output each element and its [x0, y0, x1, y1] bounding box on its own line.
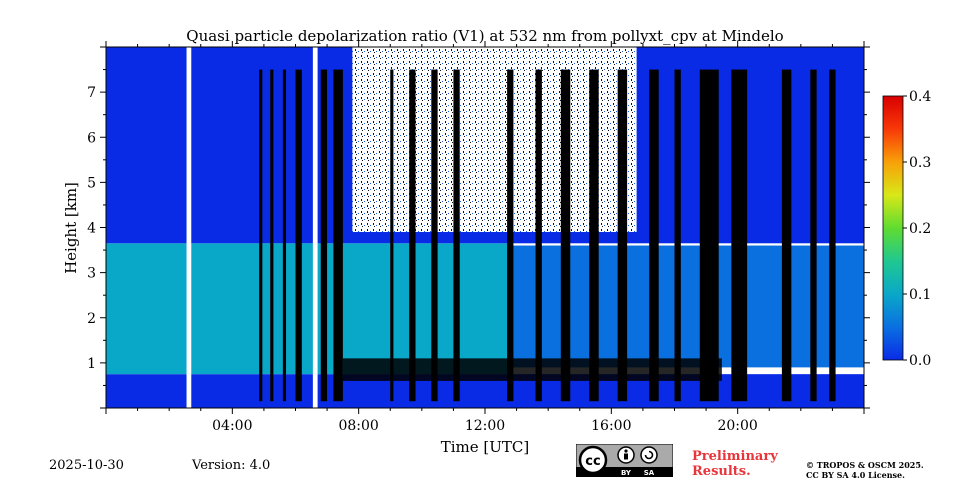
- date-label: 2025-10-30: [49, 458, 124, 473]
- preliminary-line-1: Preliminary: [692, 449, 778, 464]
- cloud-column: [589, 69, 599, 402]
- cloud-column: [617, 69, 628, 402]
- y-tick-label: 4: [87, 221, 96, 237]
- cloud-column: [674, 69, 681, 402]
- sa-label: SA: [644, 469, 655, 477]
- cloud-column: [560, 69, 571, 402]
- sa-icon: [640, 446, 658, 464]
- preliminary-line-2: Results.: [692, 464, 751, 479]
- cc-license-badge[interactable]: cc BY SA: [576, 444, 673, 477]
- layer-dust-layer: [106, 243, 511, 375]
- cloud-column: [781, 69, 792, 402]
- colorbar-tick-label: 0.4: [909, 89, 931, 105]
- copyright-note: © TROPOS & OSCM 2025. CC BY SA 4.0 Licen…: [806, 460, 924, 480]
- cloud-column: [649, 69, 659, 402]
- cloud-column: [535, 69, 542, 402]
- cc-icon-text: cc: [585, 454, 600, 469]
- cloud-column: [409, 69, 416, 402]
- cc-icon: [578, 445, 608, 475]
- x-tick-label: 20:00: [717, 418, 757, 434]
- colorbar-tick-label: 0.0: [909, 353, 931, 369]
- data-gap: [312, 47, 318, 408]
- x-tick-label: 04:00: [212, 418, 252, 434]
- badge-lower-band: [576, 467, 673, 477]
- version-label: Version: 4.0: [192, 458, 271, 473]
- y-axis: 1 2 3 4 5 6 7: [87, 46, 870, 409]
- x-axis: 04:00 08:00 12:00 16:00 20:00: [105, 41, 865, 434]
- colorbar-ticks: 0.0 0.1 0.2 0.3 0.4: [903, 89, 931, 369]
- cloud-column: [431, 69, 438, 402]
- cloud-column: [390, 69, 394, 402]
- cloud-column: [699, 69, 719, 402]
- cloud-column: [282, 69, 287, 402]
- x-tick-label: 08:00: [338, 418, 378, 434]
- cloud-column: [507, 69, 514, 402]
- chart-title: Quasi particle depolarization ratio (V1)…: [186, 27, 783, 45]
- cloud-column: [270, 69, 274, 402]
- y-tick-label: 1: [87, 356, 96, 372]
- by-icon-body: [624, 453, 628, 460]
- colorbar: 0.0 0.1 0.2 0.3 0.4: [882, 89, 931, 369]
- y-tick-label: 5: [87, 175, 96, 191]
- cloud-column: [829, 69, 836, 402]
- colorbar-gradient: [882, 95, 904, 361]
- low-cloud-band: [342, 358, 722, 381]
- y-tick-label: 3: [87, 266, 96, 282]
- data-gaps: [186, 47, 318, 408]
- cloud-column: [320, 69, 328, 402]
- cloud-columns: [259, 69, 836, 402]
- cloud-column: [259, 69, 263, 402]
- cloud-column: [333, 69, 343, 402]
- colorbar-tick-label: 0.3: [909, 155, 931, 171]
- y-tick-label: 2: [87, 311, 96, 327]
- by-icon-head: [624, 449, 628, 453]
- x-tick-label: 16:00: [591, 418, 631, 434]
- colorbar-tick-label: 0.1: [909, 287, 931, 303]
- data-gap: [186, 47, 192, 408]
- by-label: BY: [621, 469, 632, 477]
- copyright-line-2: CC BY SA 4.0 License.: [806, 470, 905, 480]
- x-tick-label: 12:00: [465, 418, 505, 434]
- sa-icon-arrow: [644, 450, 654, 460]
- preliminary-results-note: Preliminary Results.: [692, 449, 778, 479]
- y-tick-label: 6: [87, 130, 96, 146]
- colorbar-tick-label: 0.2: [909, 221, 931, 237]
- cloud-column: [731, 69, 748, 402]
- copyright-line-1: © TROPOS & OSCM 2025.: [806, 460, 924, 470]
- y-axis-label: Height [km]: [62, 182, 80, 274]
- x-axis-label: Time [UTC]: [441, 438, 530, 456]
- cloud-column: [810, 69, 817, 402]
- y-tick-label: 7: [87, 85, 96, 101]
- cloud-column: [453, 69, 460, 402]
- plot-area: [106, 47, 864, 408]
- cloud-column: [295, 69, 302, 402]
